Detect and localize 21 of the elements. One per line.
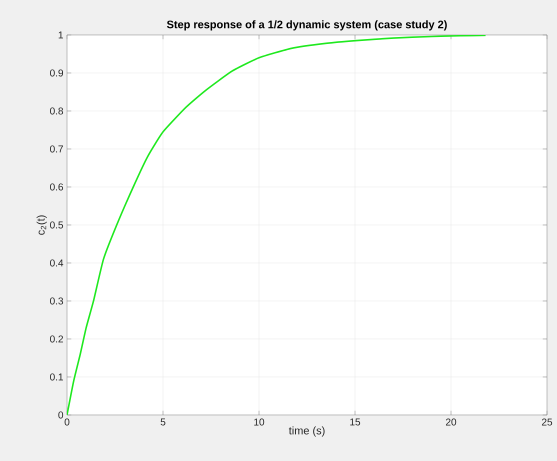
x-tick-label: 5 [160,418,166,426]
x-tick-label: 20 [446,418,456,426]
y-tick-label: 0.8 [50,107,64,115]
y-tick-label: 0.9 [50,69,64,77]
y-tick-label: 1 [58,32,64,38]
x-tick-label: 15 [350,418,360,426]
x-tick-label: 0 [64,418,70,426]
y-tick-label: 0.2 [50,335,63,343]
y-tick-label: 0 [58,411,64,419]
y-tick-label: 0.5 [50,221,64,229]
line-series [67,34,486,415]
chart-title: Step response of a 1/2 dynamic system (case study 2) [166,20,447,30]
y-axis-title: c$_{2}$(t) [36,215,47,235]
x-axis-title: time (s) [288,426,325,437]
y-tick-label: 0.3 [50,297,64,305]
y-tick-label: 0.7 [50,145,63,153]
x-tick-label: 25 [542,418,552,426]
y-tick-label: 0.6 [50,183,64,191]
y-tick-label: 0.1 [50,373,64,381]
y-tick-label: 0.4 [50,259,64,267]
x-tick-label: 10 [254,418,264,426]
